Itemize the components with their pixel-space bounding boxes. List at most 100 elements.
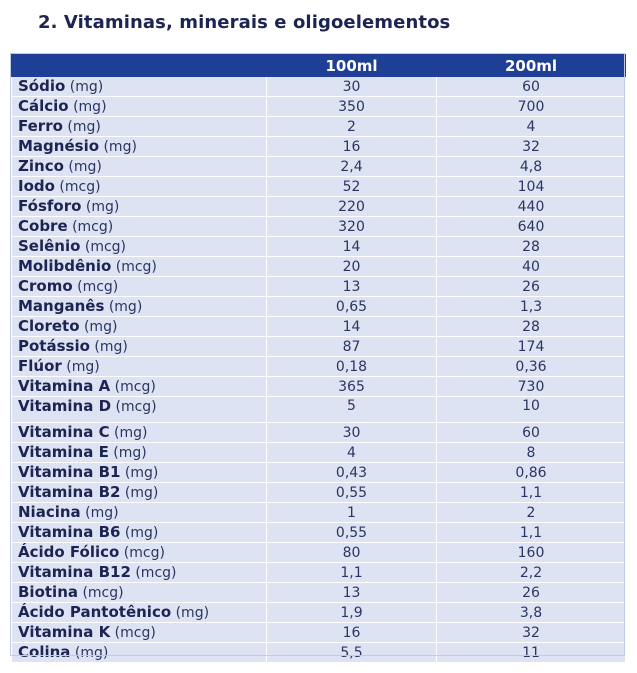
value-200ml: 3,8 <box>436 602 626 623</box>
nutrient-name: Vitamina B12 <box>18 563 131 582</box>
nutrient-cell: Niacina (mg) <box>11 502 267 523</box>
value-200ml: 11 <box>436 642 626 663</box>
value-100ml: 0,55 <box>266 482 437 503</box>
value-100ml: 220 <box>266 196 437 217</box>
value-200ml: 440 <box>436 196 626 217</box>
table-row: Cromo (mcg) 13 26 <box>11 276 626 297</box>
nutrient-name: Vitamina C <box>18 423 110 442</box>
nutrient-unit: (mg) <box>66 359 100 375</box>
nutrient-cell: Fósforo (mg) <box>11 196 267 217</box>
nutrient-name: Vitamina D <box>18 397 112 416</box>
table-row: Potássio (mg) 87 174 <box>11 336 626 357</box>
value-100ml: 0,55 <box>266 522 437 543</box>
nutrient-unit: (mg) <box>108 299 143 315</box>
nutrient-unit: (mg) <box>73 99 107 115</box>
nutrient-cell: Vitamina B6 (mg) <box>11 522 267 543</box>
value-100ml: 320 <box>266 216 437 237</box>
value-200ml: 1,3 <box>436 296 626 317</box>
value-200ml: 700 <box>436 96 626 117</box>
value-100ml: 13 <box>266 582 437 603</box>
nutrient-unit: (mcg) <box>59 179 101 195</box>
value-100ml: 0,43 <box>266 462 437 483</box>
nutrient-cell: Vitamina E (mg) <box>11 442 267 463</box>
value-200ml: 26 <box>436 582 626 603</box>
nutrient-unit: (mg) <box>74 645 109 661</box>
header-100ml: 100ml <box>266 54 437 77</box>
nutrient-name: Biotina <box>18 583 78 602</box>
nutrient-name: Cromo <box>18 277 73 296</box>
value-200ml: 4 <box>436 116 626 137</box>
nutrient-cell: Sódio (mg) <box>11 76 267 97</box>
value-200ml: 174 <box>436 336 626 357</box>
value-200ml: 40 <box>436 256 626 277</box>
nutrient-unit: (mg) <box>85 505 119 521</box>
table-row: Manganês (mg) 0,65 1,3 <box>11 296 626 317</box>
value-200ml: 1,1 <box>436 482 626 503</box>
value-200ml: 0,36 <box>436 356 626 377</box>
nutrient-unit: (mg) <box>114 425 148 441</box>
table-row: Vitamina B6 (mg) 0,55 1,1 <box>11 522 626 543</box>
nutrient-cell: Vitamina B2 (mg) <box>11 482 267 503</box>
nutrient-unit: (mg) <box>124 465 159 481</box>
value-200ml: 26 <box>436 276 626 297</box>
nutrient-name: Molibdênio <box>18 257 112 276</box>
nutrient-name: Selênio <box>18 237 81 256</box>
section-title: 2. Vitaminas, minerais e oligoelementos <box>38 12 451 33</box>
nutrient-cell: Vitamina D (mcg) <box>11 396 267 423</box>
nutrient-cell: Selênio (mcg) <box>11 236 267 257</box>
value-100ml: 350 <box>266 96 437 117</box>
table-row: Vitamina B1 (mg) 0,43 0,86 <box>11 462 626 483</box>
nutrient-cell: Zinco (mg) <box>11 156 267 177</box>
nutrient-unit: (mcg) <box>115 399 157 415</box>
table-row: Colina (mg) 5,5 11 <box>11 642 626 663</box>
value-200ml: 60 <box>436 422 626 443</box>
nutrient-cell: Vitamina C (mg) <box>11 422 267 443</box>
value-100ml: 16 <box>266 136 437 157</box>
table-row: Biotina (mcg) 13 26 <box>11 582 626 603</box>
nutrient-unit: (mg) <box>113 445 147 461</box>
nutrient-cell: Colina (mg) <box>11 642 267 663</box>
value-200ml: 4,8 <box>436 156 626 177</box>
value-100ml: 20 <box>266 256 437 277</box>
nutrient-unit: (mcg) <box>72 219 114 235</box>
table-row: Vitamina E (mg) 4 8 <box>11 442 626 463</box>
nutrient-unit: (mg) <box>175 605 210 621</box>
nutrient-cell: Vitamina A (mcg) <box>11 376 267 397</box>
value-200ml: 104 <box>436 176 626 197</box>
value-100ml: 52 <box>266 176 437 197</box>
nutrient-unit: (mcg) <box>114 625 156 641</box>
table-row: Vitamina K (mcg) 16 32 <box>11 622 626 643</box>
value-100ml: 365 <box>266 376 437 397</box>
nutrient-unit: (mcg) <box>84 239 127 255</box>
nutrient-cell: Cromo (mcg) <box>11 276 267 297</box>
value-100ml: 2 <box>266 116 437 137</box>
nutrient-name: Vitamina A <box>18 377 111 396</box>
nutrient-cell: Manganês (mg) <box>11 296 267 317</box>
value-200ml: 2 <box>436 502 626 523</box>
value-200ml: 8 <box>436 442 626 463</box>
nutrient-name: Cobre <box>18 217 68 236</box>
value-200ml: 160 <box>436 542 626 563</box>
nutrient-cell: Iodo (mcg) <box>11 176 267 197</box>
nutrient-cell: Biotina (mcg) <box>11 582 267 603</box>
table-row: Ácido Pantotênico (mg) 1,9 3,8 <box>11 602 626 623</box>
nutrient-unit: (mcg) <box>115 259 157 275</box>
value-200ml: 1,1 <box>436 522 626 543</box>
table-row: Cloreto (mg) 14 28 <box>11 316 626 337</box>
table-row: Vitamina D (mcg) 5 10 <box>11 396 626 423</box>
value-200ml: 60 <box>436 76 626 97</box>
nutrient-name: Colina <box>18 643 71 662</box>
nutrient-cell: Vitamina B1 (mg) <box>11 462 267 483</box>
nutrient-cell: Molibdênio (mcg) <box>11 256 267 277</box>
nutrient-name: Vitamina B6 <box>18 523 121 542</box>
nutrient-cell: Ácido Pantotênico (mg) <box>11 602 267 623</box>
nutrient-name: Ácido Pantotênico <box>18 603 172 622</box>
table-row: Ácido Fólico (mcg) 80 160 <box>11 542 626 563</box>
value-200ml: 32 <box>436 136 626 157</box>
nutrient-unit: (mg) <box>68 159 102 175</box>
table-row: Sódio (mg) 30 60 <box>11 76 626 97</box>
table-row: Vitamina A (mcg) 365 730 <box>11 376 626 397</box>
nutrient-unit: (mg) <box>103 139 137 155</box>
value-100ml: 14 <box>266 316 437 337</box>
nutrient-unit: (mcg) <box>135 565 177 581</box>
